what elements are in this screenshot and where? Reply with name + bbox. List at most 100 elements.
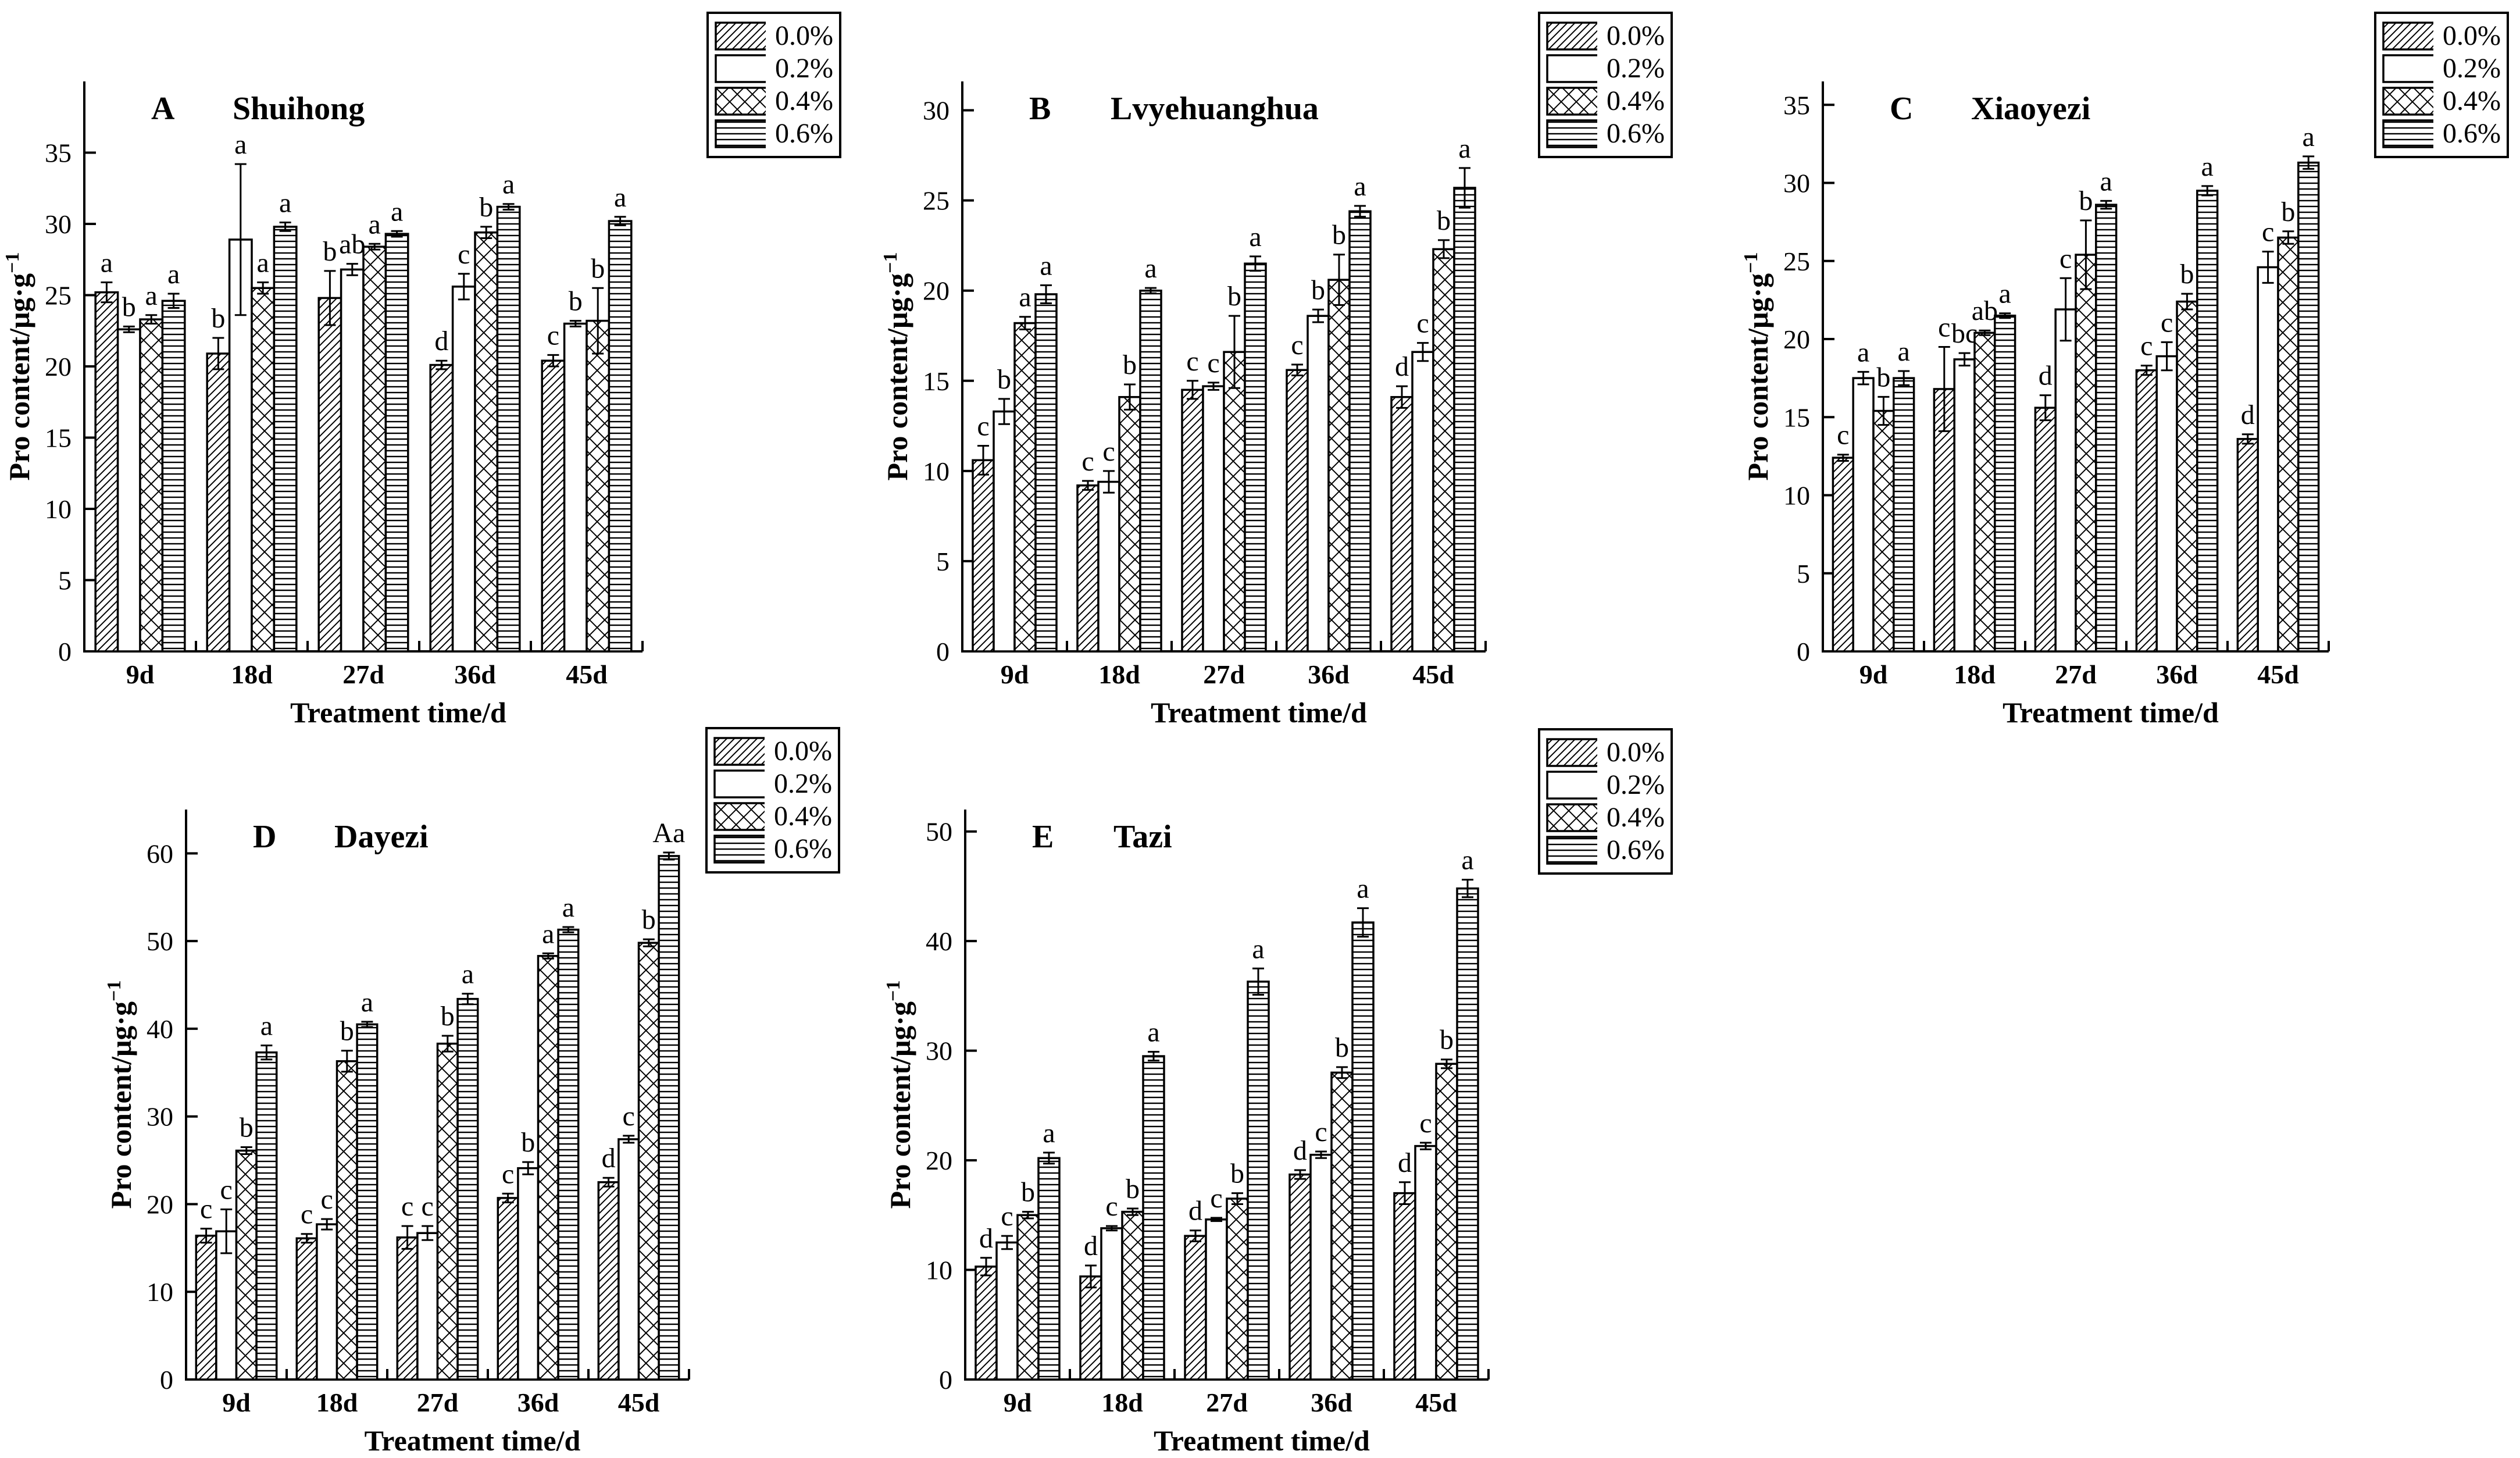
diagonal-swatch-icon: [2382, 22, 2434, 51]
sig-letter: c: [547, 320, 559, 351]
sig-letter: c: [220, 1175, 233, 1206]
x-axis-label: Treatment time/d: [1154, 1424, 1370, 1455]
sig-letter: b: [642, 904, 656, 935]
y-tick-label: 30: [1783, 169, 1810, 198]
bar-0.2%-18d: [316, 1223, 338, 1381]
legend-label: 0.4%: [775, 85, 833, 116]
sig-letter: a: [1147, 1017, 1159, 1048]
chart-a-svg: 0 5 10 15 20 25 30 35 9d 18d 27d 36d 45d A Shuihong Pro…: [2, 81, 644, 729]
bar-0.4%-18d: [1118, 395, 1141, 653]
sig-letter: a: [2100, 166, 2112, 197]
sig-letter: c: [502, 1158, 514, 1189]
bar-0.4%-18d: [251, 287, 276, 653]
sig-letter: a: [1357, 874, 1369, 904]
x-tick-label: 36d: [2156, 660, 2198, 689]
sig-letter: b: [2180, 259, 2194, 290]
y-tick-label: 30: [926, 1036, 952, 1066]
bar-0.6%-18d: [356, 1023, 379, 1381]
plain-swatch-icon: [713, 769, 765, 798]
sig-letter: b: [997, 364, 1011, 395]
sig-letter: b: [1230, 1158, 1244, 1189]
bar-0.0%-45d: [541, 359, 566, 653]
legend-entry-0.2pct: 0.2%: [715, 54, 833, 84]
sig-letter: d: [1188, 1196, 1202, 1227]
x-axis-label: Treatment time/d: [365, 1424, 581, 1455]
y-tick-label: 0: [1797, 637, 1810, 666]
sig-letter: c: [1105, 1191, 1118, 1222]
sig-letter: a: [1043, 1118, 1055, 1149]
y-axis-label: Pro content/μg·g−1: [103, 981, 137, 1209]
sig-letter: b: [1021, 1177, 1035, 1208]
x-tick-label: 27d: [1203, 660, 1245, 689]
sig-letter: a: [562, 892, 574, 923]
y-tick-label: 10: [147, 1277, 173, 1307]
legend-label: 0.2%: [1607, 53, 1665, 84]
bar-0.2%-27d: [416, 1232, 439, 1381]
legend-label: 0.2%: [1607, 769, 1665, 800]
bar-0.0%-9d: [972, 459, 995, 653]
sig-letter: b: [240, 1112, 254, 1143]
x-tick-label: 18d: [231, 660, 273, 689]
bar-0.0%-18d: [1933, 388, 1955, 653]
sig-letter: c: [1186, 346, 1198, 377]
y-tick-label: 20: [1783, 325, 1810, 354]
y-tick-label: 25: [1783, 247, 1810, 276]
bar-0.2%-36d: [517, 1167, 540, 1381]
bar-0.6%-9d: [1034, 293, 1058, 653]
sig-letter: a: [1458, 133, 1470, 164]
bar-0.2%-27d: [340, 268, 365, 653]
legend-box-b: 0.0% 0.2% 0.4% 0.6%: [1538, 12, 1673, 158]
bar-0.4%-27d: [362, 245, 387, 653]
legend-label: 0.0%: [2443, 20, 2501, 51]
sig-letter: a: [1999, 279, 2011, 309]
legend-entry-0.4pct: 0.4%: [1546, 803, 1665, 833]
horizontal-swatch-icon: [2382, 119, 2434, 148]
x-tick-label: 45d: [2257, 660, 2299, 689]
sig-letter: b: [441, 1001, 455, 1032]
x-tick-label: 9d: [1004, 1388, 1032, 1417]
y-tick-label: 10: [45, 494, 72, 524]
panel-title: Dayezi: [334, 819, 429, 855]
crosshatch-swatch-icon: [1546, 803, 1598, 832]
legend-label: 0.6%: [1607, 835, 1665, 865]
sig-letter: d: [1293, 1135, 1307, 1166]
sig-letter: ab: [339, 229, 365, 260]
bar-0.0%-45d: [2236, 438, 2259, 653]
sig-letter: c: [1315, 1117, 1327, 1147]
bar-0.6%-27d: [1247, 981, 1270, 1381]
y-tick-label: 25: [45, 281, 72, 311]
bar-0.4%-9d: [1872, 409, 1895, 653]
legend-entry-0.6pct: 0.6%: [713, 834, 832, 864]
sig-letter: a: [167, 259, 180, 290]
sig-letter: Aa: [652, 818, 685, 849]
sig-letter: b: [323, 236, 337, 267]
x-tick-label: 45d: [1412, 660, 1454, 689]
bar-0.4%-27d: [1226, 1197, 1249, 1381]
sig-letter: c: [458, 239, 470, 270]
bar-0.0%-36d: [1286, 369, 1309, 653]
bar-0.0%-18d: [1079, 1275, 1102, 1381]
x-tick-label: 45d: [1415, 1388, 1457, 1417]
sig-letter: a: [1857, 337, 1869, 368]
sig-letter: d: [1084, 1231, 1098, 1261]
sig-letter: a: [462, 959, 474, 990]
legend-entry-0.2pct: 0.2%: [1546, 770, 1665, 800]
y-tick-label: 0: [160, 1365, 173, 1395]
x-tick-label: 18d: [1954, 660, 1996, 689]
bar-0.6%-45d: [2297, 161, 2320, 653]
y-tick-label: 35: [45, 138, 72, 168]
bar-0.4%-18d: [335, 1060, 358, 1381]
bar-0.0%-9d: [94, 291, 119, 653]
crosshatch-swatch-icon: [715, 87, 766, 116]
plain-swatch-icon: [2382, 54, 2434, 83]
plain-swatch-icon: [715, 54, 766, 83]
legend-entry-0.4pct: 0.4%: [713, 801, 832, 832]
legend-entry-0.6pct: 0.6%: [715, 119, 833, 149]
sig-letter: c: [1419, 1108, 1432, 1139]
bar-0.4%-9d: [1013, 322, 1037, 653]
chart-e-svg: 0 10 20 30 40 50 9d 18d 27d 36d 45d E Tazi Pro conten…: [883, 810, 1490, 1457]
panel-title: Tazi: [1113, 819, 1172, 855]
legend-label: 0.6%: [1607, 118, 1665, 149]
x-tick-label: 36d: [1311, 1388, 1352, 1417]
